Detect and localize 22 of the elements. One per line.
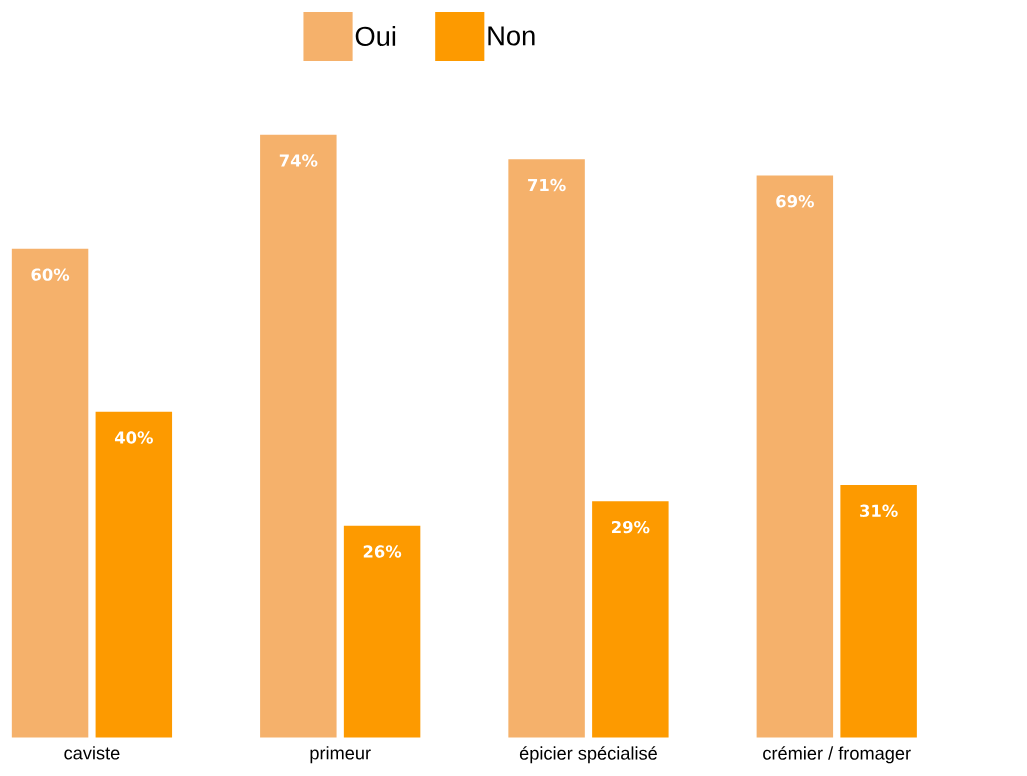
bar: [95, 411, 173, 738]
x-tick-label: épicier spécialisé: [519, 746, 657, 764]
x-tick-label: crémier / fromager: [763, 746, 911, 764]
bar: [840, 485, 917, 738]
data-label: 40%: [114, 431, 153, 444]
legend-label: Oui: [355, 26, 396, 47]
data-label: 69%: [776, 195, 814, 208]
data-label: 71%: [528, 178, 566, 192]
x-tick-label: caviste: [64, 746, 120, 760]
bar: [592, 501, 669, 738]
x-tick-label: primeur: [310, 746, 371, 764]
data-label: 31%: [860, 504, 898, 518]
bar: [260, 134, 337, 738]
bar: [11, 248, 89, 738]
data-label: 26%: [363, 545, 402, 558]
bar: [508, 159, 585, 738]
data-label: 74%: [279, 154, 318, 167]
legend-label: Non: [488, 26, 535, 46]
data-label: 60%: [31, 268, 70, 281]
bar: [756, 175, 834, 738]
bar: [343, 525, 421, 738]
data-label: 29%: [612, 521, 650, 534]
